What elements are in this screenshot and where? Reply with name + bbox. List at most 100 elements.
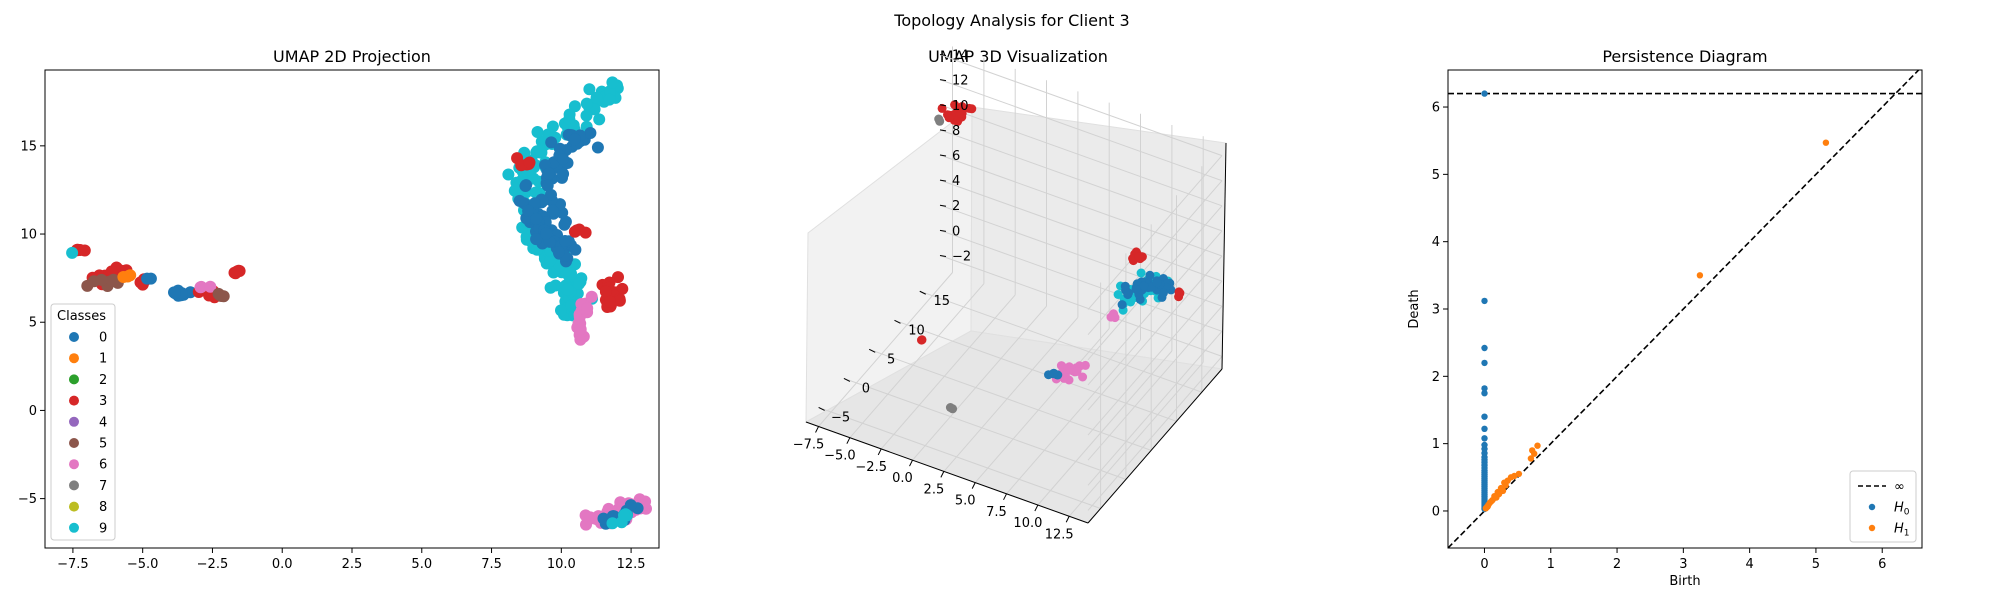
point3d-class-0 — [1139, 281, 1149, 291]
point-class-6 — [204, 280, 217, 293]
point3d-class-6 — [1064, 375, 1074, 385]
point-class-5 — [95, 273, 108, 286]
x-tick-label: −2.5 — [197, 557, 229, 572]
persistence-points — [1481, 90, 1830, 513]
legend-marker-6 — [69, 459, 79, 470]
point-class-0 — [546, 204, 559, 217]
point-class-9 — [565, 299, 578, 312]
umap-2d-title: UMAP 2D Projection — [273, 47, 431, 66]
y3d-tick-label: 15 — [934, 294, 951, 309]
point-class-0 — [584, 127, 597, 139]
point-class-6 — [579, 509, 592, 522]
point3d-class-3 — [964, 103, 974, 113]
point3d-class-0 — [1152, 278, 1162, 288]
y-tick-label: 6 — [1432, 101, 1440, 116]
point3d-class-3 — [950, 100, 960, 110]
grid-line — [1006, 339, 1141, 495]
point3d-class-3 — [944, 113, 954, 123]
point-H1 — [1527, 455, 1535, 462]
legend-marker-0 — [69, 332, 79, 342]
point-class-6 — [574, 323, 587, 336]
grid-line — [912, 305, 1047, 461]
point-class-3 — [231, 265, 244, 278]
y-tick-label: 4 — [1432, 235, 1440, 250]
point-class-3 — [604, 295, 616, 308]
point-H1 — [1482, 505, 1490, 512]
x-tick-label: −5.0 — [127, 557, 159, 572]
umap-3d-title: UMAP 3D Visualization — [928, 47, 1108, 66]
legend-label-2: 2 — [99, 373, 107, 388]
point-class-0 — [522, 204, 535, 217]
point3d-class-6 — [1072, 367, 1082, 376]
x-tick-label: 6 — [1878, 557, 1886, 572]
point-H0 — [1481, 413, 1488, 420]
point-class-0 — [184, 286, 197, 299]
grid-line — [939, 154, 1223, 257]
point-class-9 — [544, 254, 557, 267]
point-H0 — [1481, 297, 1488, 305]
x3d-tick-label: 12.5 — [1045, 527, 1074, 542]
legend-label-8: 8 — [99, 500, 107, 515]
point3d-class-3 — [937, 103, 947, 113]
point-class-0 — [597, 512, 610, 525]
point-H0 — [1481, 90, 1488, 97]
legend-box — [1849, 470, 1917, 543]
point-class-0 — [168, 287, 181, 300]
z3d-tick-label: 2 — [952, 199, 960, 214]
point-class-6 — [195, 280, 208, 293]
point-H1 — [1822, 139, 1830, 146]
point-class-5 — [217, 290, 230, 303]
grid-line — [939, 179, 1223, 282]
z3d-tick-mark — [939, 129, 947, 132]
x3d-tick-mark — [815, 426, 819, 433]
y3d-tick-label: −5 — [831, 411, 850, 426]
legend-marker-H0 — [1868, 503, 1876, 511]
y3d-tick-mark — [894, 319, 901, 324]
point-class-9 — [593, 113, 606, 126]
point-class-9 — [606, 517, 619, 530]
point-class-9 — [583, 83, 596, 96]
z3d-tick-label: 6 — [952, 149, 960, 164]
x3d-tick-label: −2.5 — [855, 460, 887, 475]
point-class-0 — [568, 133, 581, 146]
y-tick-label: 1 — [1432, 437, 1440, 452]
legend-subscript: 1 — [1904, 529, 1910, 539]
point-class-0 — [557, 153, 569, 165]
y3d-tick-mark — [818, 407, 825, 411]
x3d-tick-label: 0.0 — [892, 471, 913, 486]
legend-label-3: 3 — [99, 394, 107, 409]
persistence-ticks: 0 1 2 3 4 5 6 0 1 2 3 4 5 6 — [1432, 101, 1887, 572]
point3d-class-0 — [1048, 369, 1058, 379]
grid-line — [939, 54, 1223, 157]
legend-marker-7 — [69, 480, 79, 491]
legend-label-6: 6 — [99, 458, 107, 473]
grid-line — [1087, 330, 1223, 486]
point-class-9 — [502, 168, 515, 181]
z3d-tick-label: 12 — [952, 74, 969, 89]
point-H0 — [1481, 390, 1488, 397]
point-class-9 — [555, 304, 567, 317]
pane-back — [970, 106, 1227, 370]
point-class-3 — [613, 294, 626, 307]
point-class-0 — [569, 243, 582, 256]
legend-subscript: 0 — [1904, 508, 1910, 518]
point3d-class-7 — [935, 116, 945, 126]
grid-line — [1087, 155, 1223, 310]
point-H1 — [1534, 442, 1541, 449]
grid-line — [849, 283, 985, 439]
point-class-3 — [599, 285, 612, 298]
point-H1 — [1696, 272, 1704, 279]
x3d-tick-label: −5.0 — [824, 449, 856, 464]
point-class-9 — [66, 246, 79, 259]
x3d-tick-mark — [971, 482, 976, 489]
point3d-class-6 — [1078, 372, 1088, 382]
grid-line — [943, 317, 1079, 472]
point-class-9 — [590, 91, 603, 104]
z3d-tick-mark — [939, 179, 947, 182]
z3d-tick-label: 0 — [952, 224, 960, 239]
legend-title: Classes — [57, 309, 106, 324]
point-class-0 — [557, 167, 570, 180]
grid-line — [939, 104, 1223, 207]
point3d-class-0 — [1158, 288, 1168, 298]
grid-line — [894, 319, 1177, 422]
